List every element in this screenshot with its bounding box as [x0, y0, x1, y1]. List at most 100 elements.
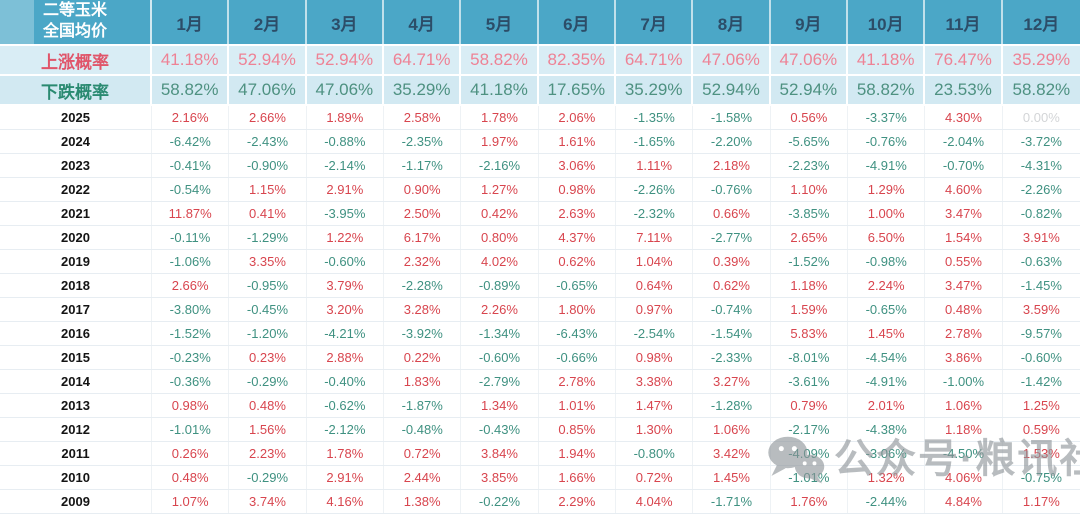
monthly-change-cell: -2.54%	[616, 322, 694, 345]
table-row: 2012 -1.01% 1.56% -2.12% -0.48% -0.43% 0.85% 1.…	[0, 418, 1080, 442]
monthly-change-cell: 0.98%	[539, 178, 616, 201]
corner-title: 二等玉米 全国均价	[0, 0, 152, 44]
monthly-change-cell: 1.27%	[461, 178, 539, 201]
year-rows: 2025 2.16% 2.66% 1.89% 2.58% 1.78% 2.06% -1.35%…	[0, 106, 1080, 514]
month-header: 6月	[539, 0, 616, 44]
monthly-change-cell: -0.70%	[925, 154, 1003, 177]
fall-probability-value: 47.06%	[307, 76, 384, 104]
monthly-change-cell: 1.25%	[1022, 398, 1060, 413]
monthly-change-cell: -0.76%	[693, 178, 771, 201]
monthly-change-cell: -2.20%	[693, 130, 771, 153]
rise-probability-value: 82.35%	[539, 46, 616, 74]
monthly-change-cell: 1.56%	[229, 418, 307, 441]
month-header: 2月	[229, 0, 307, 44]
monthly-change-cell: 1.94%	[539, 442, 616, 465]
fall-probability-value: 52.94%	[693, 76, 771, 104]
monthly-change-cell: -2.28%	[384, 274, 462, 297]
monthly-change-cell: 2.91%	[307, 466, 384, 489]
monthly-change-cell: -6.42%	[152, 130, 230, 153]
monthly-change-cell: -8.01%	[771, 346, 848, 369]
year-label: 2024	[0, 130, 152, 153]
table-row: 2015 -0.23% 0.23% 2.88% 0.22% -0.60% -0.66% 0.9…	[0, 346, 1080, 370]
monthly-change-cell: -0.60%	[461, 346, 539, 369]
table-row: 2009 1.07% 3.74% 4.16% 1.38% -0.22% 2.29% 4.04%…	[0, 490, 1080, 514]
monthly-change-cell: 2.65%	[771, 226, 848, 249]
monthly-change-cell: 2.18%	[693, 154, 771, 177]
monthly-change-cell: -0.48%	[384, 418, 462, 441]
fall-probability-value: 52.94%	[771, 76, 848, 104]
monthly-change-cell: -0.98%	[848, 250, 926, 273]
monthly-change-cell: 1.89%	[307, 106, 384, 129]
monthly-change-cell: 1.04%	[616, 250, 694, 273]
month-header: 8月	[693, 0, 771, 44]
monthly-change-cell: 0.85%	[539, 418, 616, 441]
year-label: 2015	[0, 346, 152, 369]
monthly-change-cell: -1.29%	[229, 226, 307, 249]
monthly-change-cell: 0.97%	[616, 298, 694, 321]
monthly-change-cell: -0.41%	[152, 154, 230, 177]
monthly-change-cell: 3.06%	[539, 154, 616, 177]
monthly-change-cell: -2.79%	[461, 370, 539, 393]
month-header: 10月	[848, 0, 926, 44]
monthly-change-cell: 1.11%	[616, 154, 694, 177]
monthly-change-cell: 1.06%	[925, 394, 1003, 417]
monthly-change-cell: -0.65%	[848, 298, 926, 321]
monthly-change-cell: 3.47%	[925, 274, 1003, 297]
table-row: 2025 2.16% 2.66% 1.89% 2.58% 1.78% 2.06% -1.35%…	[0, 106, 1080, 130]
monthly-change-cell: -3.85%	[771, 202, 848, 225]
monthly-change-cell: -0.65%	[539, 274, 616, 297]
monthly-change-cell: -0.11%	[152, 226, 230, 249]
monthly-change-cell: 2.63%	[539, 202, 616, 225]
monthly-change-cell: 1.17%	[1022, 494, 1060, 509]
monthly-change-cell: -0.88%	[307, 130, 384, 153]
corner-title-line2: 全国均价	[42, 23, 107, 40]
monthly-change-cell: -1.01%	[771, 466, 848, 489]
monthly-change-cell: 4.16%	[307, 490, 384, 513]
table-row: 2010 0.48% -0.29% 2.91% 2.44% 3.85% 1.66% 0.72%…	[0, 466, 1080, 490]
rise-probability-value: 47.06%	[693, 46, 771, 74]
monthly-change-cell: 3.27%	[693, 370, 771, 393]
fall-probability-value: 23.53%	[925, 76, 1003, 104]
monthly-change-cell: 1.66%	[539, 466, 616, 489]
monthly-change-cell: -2.14%	[307, 154, 384, 177]
monthly-change-cell: 3.86%	[925, 346, 1003, 369]
monthly-change-cell: 3.28%	[384, 298, 462, 321]
table-row: 2013 0.98% 0.48% -0.62% -1.87% 1.34% 1.01% 1.47…	[0, 394, 1080, 418]
monthly-change-cell: -0.80%	[616, 442, 694, 465]
monthly-change-cell: 6.17%	[384, 226, 462, 249]
monthly-change-cell: 0.39%	[693, 250, 771, 273]
monthly-change-cell: -1.87%	[384, 394, 462, 417]
monthly-change-cell: 0.98%	[616, 346, 694, 369]
monthly-change-cell: -1.45%	[1020, 278, 1062, 293]
monthly-change-cell: 1.10%	[771, 178, 848, 201]
monthly-change-cell: 1.06%	[693, 418, 771, 441]
monthly-change-cell: -0.22%	[461, 490, 539, 513]
monthly-change-cell: -4.09%	[771, 442, 848, 465]
fall-probability-value: 58.82%	[152, 76, 230, 104]
month-header: 3月	[307, 0, 384, 44]
monthly-change-cell: 1.29%	[848, 178, 926, 201]
monthly-change-cell: 0.00%	[1022, 110, 1060, 125]
monthly-change-cell: -1.65%	[616, 130, 694, 153]
monthly-change-cell: -2.26%	[616, 178, 694, 201]
monthly-change-cell: -3.06%	[848, 442, 926, 465]
monthly-change-cell: 2.24%	[848, 274, 926, 297]
monthly-change-cell: 0.48%	[925, 298, 1003, 321]
monthly-change-cell: 4.37%	[539, 226, 616, 249]
table-row: 2016 -1.52% -1.20% -4.21% -3.92% -1.34% -6.43%…	[0, 322, 1080, 346]
monthly-change-cell: 1.97%	[461, 130, 539, 153]
table-row: 2020 -0.11% -1.29% 1.22% 6.17% 0.80% 4.37% 7.11…	[0, 226, 1080, 250]
rise-probability-value: 47.06%	[771, 46, 848, 74]
monthly-change-cell: 1.18%	[925, 418, 1003, 441]
monthly-change-cell: 0.59%	[1022, 422, 1060, 437]
monthly-change-cell: -1.52%	[152, 322, 230, 345]
year-label: 2018	[0, 274, 152, 297]
monthly-change-cell: -0.76%	[848, 130, 926, 153]
monthly-change-cell: 0.72%	[384, 442, 462, 465]
month-header: 1月	[152, 0, 230, 44]
monthly-change-cell: -1.71%	[693, 490, 771, 513]
table-row: 2022 -0.54% 1.15% 2.91% 0.90% 1.27% 0.98% -2.26…	[0, 178, 1080, 202]
monthly-change-cell: 4.02%	[461, 250, 539, 273]
fall-probability-value: 35.29%	[616, 76, 694, 104]
monthly-change-cell: 1.00%	[848, 202, 926, 225]
